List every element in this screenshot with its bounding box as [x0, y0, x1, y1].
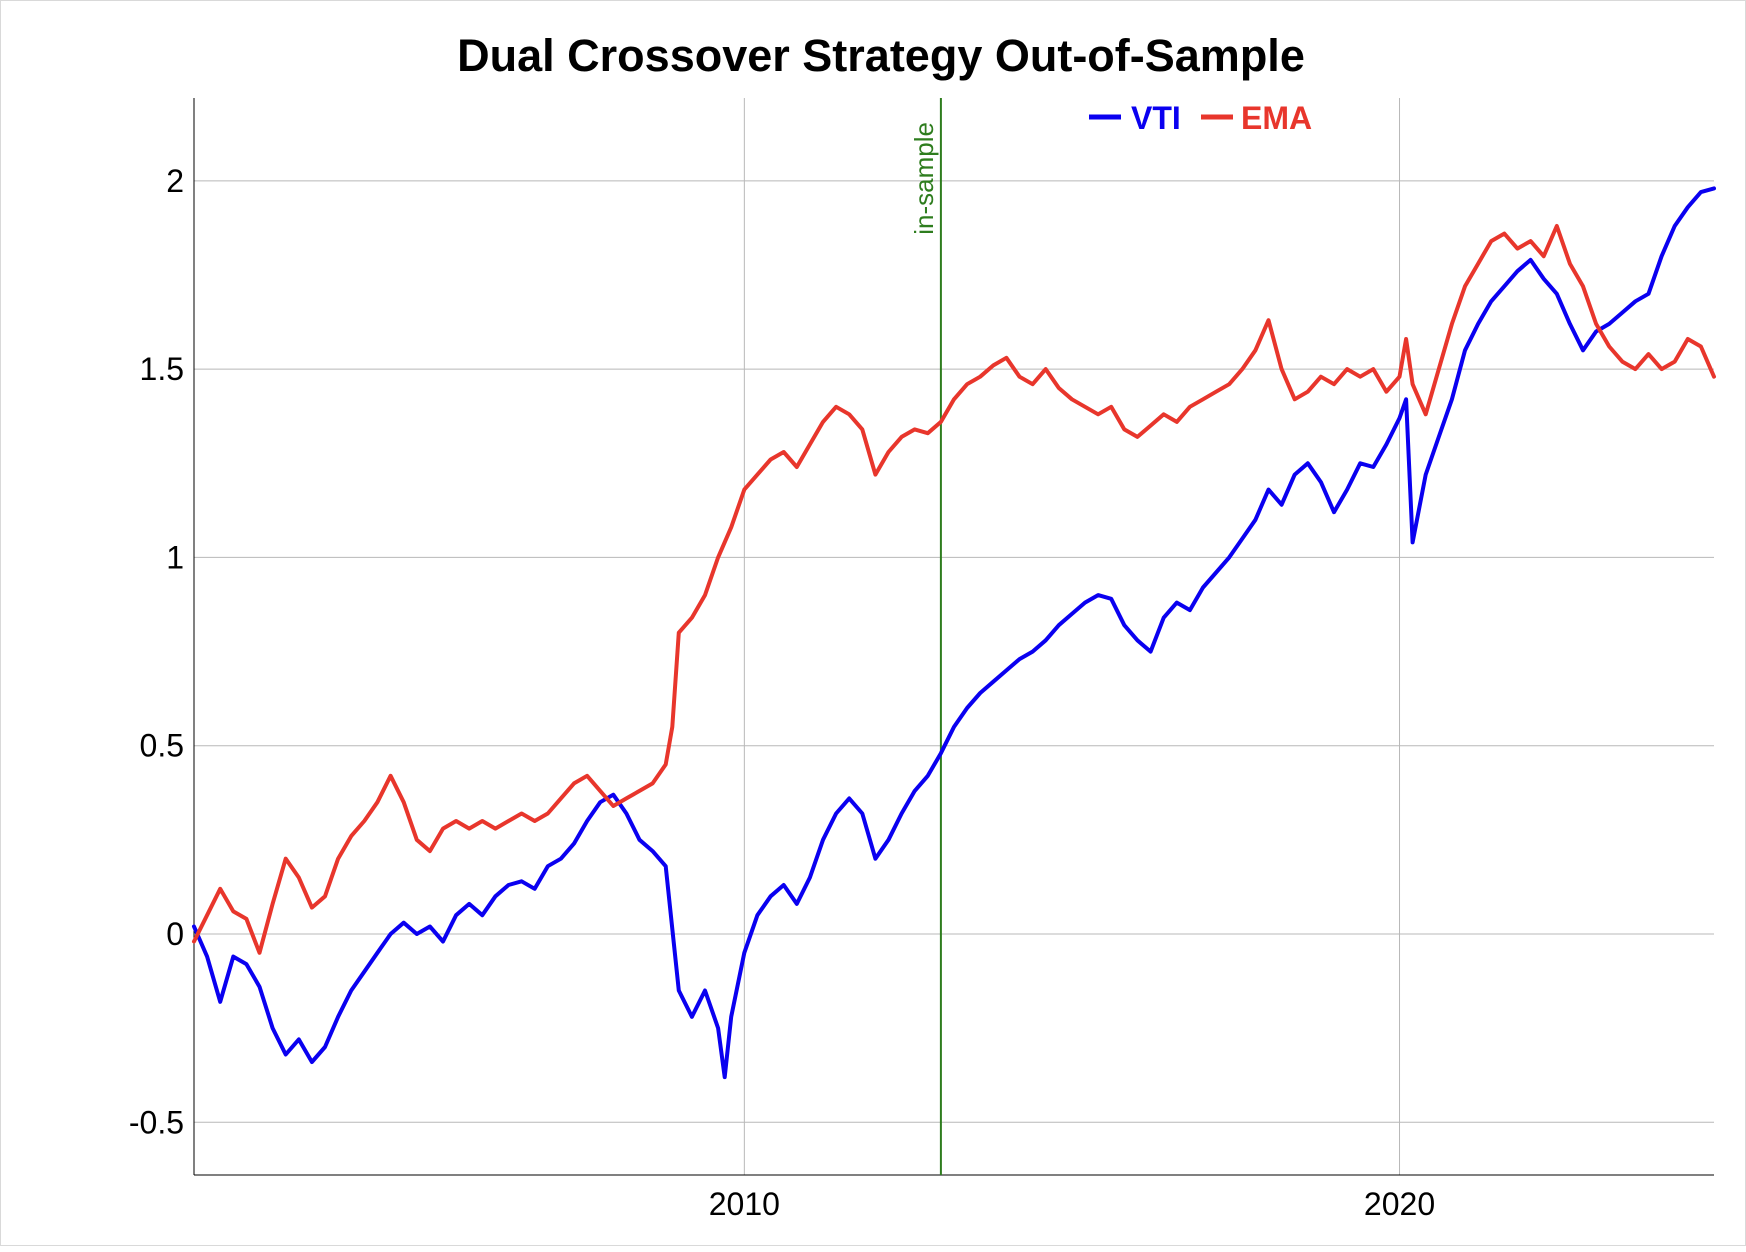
in-sample-label: in-sample — [909, 122, 939, 235]
legend-label-vti: VTI — [1131, 100, 1181, 136]
x-tick-label: 2020 — [1364, 1186, 1435, 1222]
series-line-vti — [192, 186, 1716, 1080]
gridlines — [194, 98, 1714, 1175]
y-tick-label: 0 — [166, 916, 184, 952]
legend-label-ema: EMA — [1241, 100, 1312, 136]
annotation-group: in-sample — [909, 98, 942, 1175]
series-lines — [192, 186, 1716, 1080]
legend: VTI EMA — [1089, 100, 1312, 136]
y-tick-label: 0.5 — [140, 728, 184, 764]
y-tick-label: -0.5 — [129, 1104, 184, 1140]
series-line-ema — [192, 224, 1716, 955]
y-tick-label: 1 — [166, 539, 184, 575]
legend-item-vti[interactable]: VTI — [1089, 100, 1181, 136]
y-tick-label: 1.5 — [140, 351, 184, 387]
tick-labels: -0.5 0 0.5 1 1.5 2 2010 2020 — [129, 163, 1435, 1222]
chart-title: Dual Crossover Strategy Out-of-Sample — [457, 30, 1305, 81]
axes — [193, 98, 1714, 1176]
x-tick-label: 2010 — [709, 1186, 780, 1222]
y-tick-label: 2 — [166, 163, 184, 199]
legend-item-ema[interactable]: EMA — [1201, 100, 1312, 136]
